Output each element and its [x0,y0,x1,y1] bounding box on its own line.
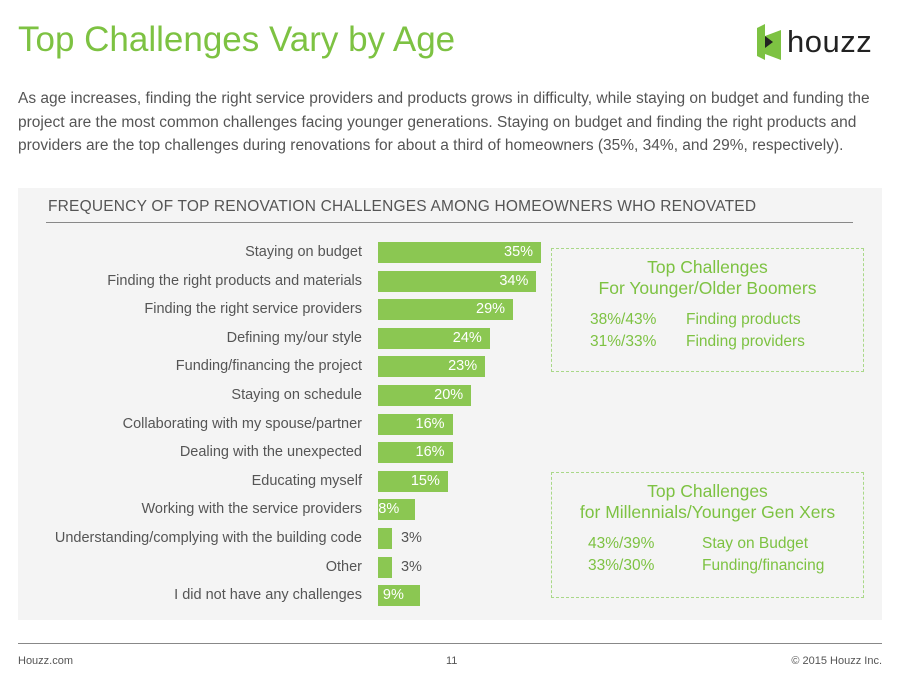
bar [378,242,541,263]
category-label: Staying on budget [245,244,362,260]
value-label: 35% [504,244,534,260]
bar [378,385,472,406]
value-label: 3% [400,558,422,575]
callout-title: Top Challenges [647,257,768,277]
bar [378,499,416,521]
category-label: Staying on schedule [231,387,362,403]
bar [378,442,453,464]
bar [378,299,514,321]
category-label: Defining my/our style [226,329,362,346]
category-label: I did not have any challenges [174,587,362,604]
category-label: Dealing with the unexpected [179,444,362,461]
value-label: 8% [378,501,400,518]
title-divider [46,222,853,223]
bar [378,556,392,578]
footer-divider [18,643,882,644]
callout-pct: 38%/43% [590,311,657,328]
value-label: 16% [415,444,445,461]
value-label: 20% [434,387,464,403]
category-label: Other [325,558,362,575]
houzz-logo-icon [757,24,781,60]
callout-label: Funding/financing [702,557,825,574]
value-label: 23% [448,358,478,375]
bar [378,327,490,349]
chart-title: FREQUENCY OF TOP RENOVATION CHALLENGES A… [48,198,757,215]
bar [378,585,420,607]
value-label: 34% [499,272,529,289]
houzz-logo: houzz [757,24,872,60]
value-label: 16% [415,415,445,432]
value-label: 9% [382,587,404,604]
callout-title: Top Challenges [647,481,768,501]
callout-label: Stay on Budget [702,535,808,552]
chart-panel: FREQUENCY OF TOP RENOVATION CHALLENGES A… [18,188,882,620]
category-label: Educating myself [251,472,362,489]
bar [378,356,486,378]
intro-paragraph: As age increases, finding the right serv… [18,90,870,154]
callout-label: Finding providers [686,333,805,350]
page-title: Top Challenges Vary by Age [18,20,456,59]
footer-copyright: © 2015 Houzz Inc. [791,655,882,667]
callout-millennials: Top Challenges for Millennials/Younger G… [551,472,864,598]
callout-boomers: Top Challenges For Younger/Older Boomers… [551,248,864,372]
callout-subtitle: for Millennials/Younger Gen Xers [579,502,836,522]
bar [378,270,537,292]
category-label: Understanding/complying with the buildin… [54,530,362,546]
value-label: 3% [400,530,422,546]
value-label: 15% [410,472,440,489]
category-label: Collaborating with my spouse/partner [122,415,362,432]
bar [378,470,448,492]
category-label: Working with the service providers [141,501,362,518]
value-label: 24% [452,329,482,346]
callout-label: Finding products [686,311,801,328]
callout-pct: 33%/30% [588,557,655,574]
category-label: Finding the right service providers [144,301,362,318]
page-number: 11 [446,655,458,667]
footer-site: Houzz.com [18,655,74,667]
callout-subtitle: For Younger/Older Boomers [598,278,817,298]
category-label: Funding/financing the project [175,358,362,375]
category-label: Finding the right products and materials [107,272,362,289]
bar [378,528,392,549]
callout-pct: 31%/33% [590,333,657,350]
callout-pct: 43%/39% [588,535,655,552]
bar [378,413,453,435]
logo-text: houzz [787,24,873,59]
value-label: 29% [476,301,506,318]
